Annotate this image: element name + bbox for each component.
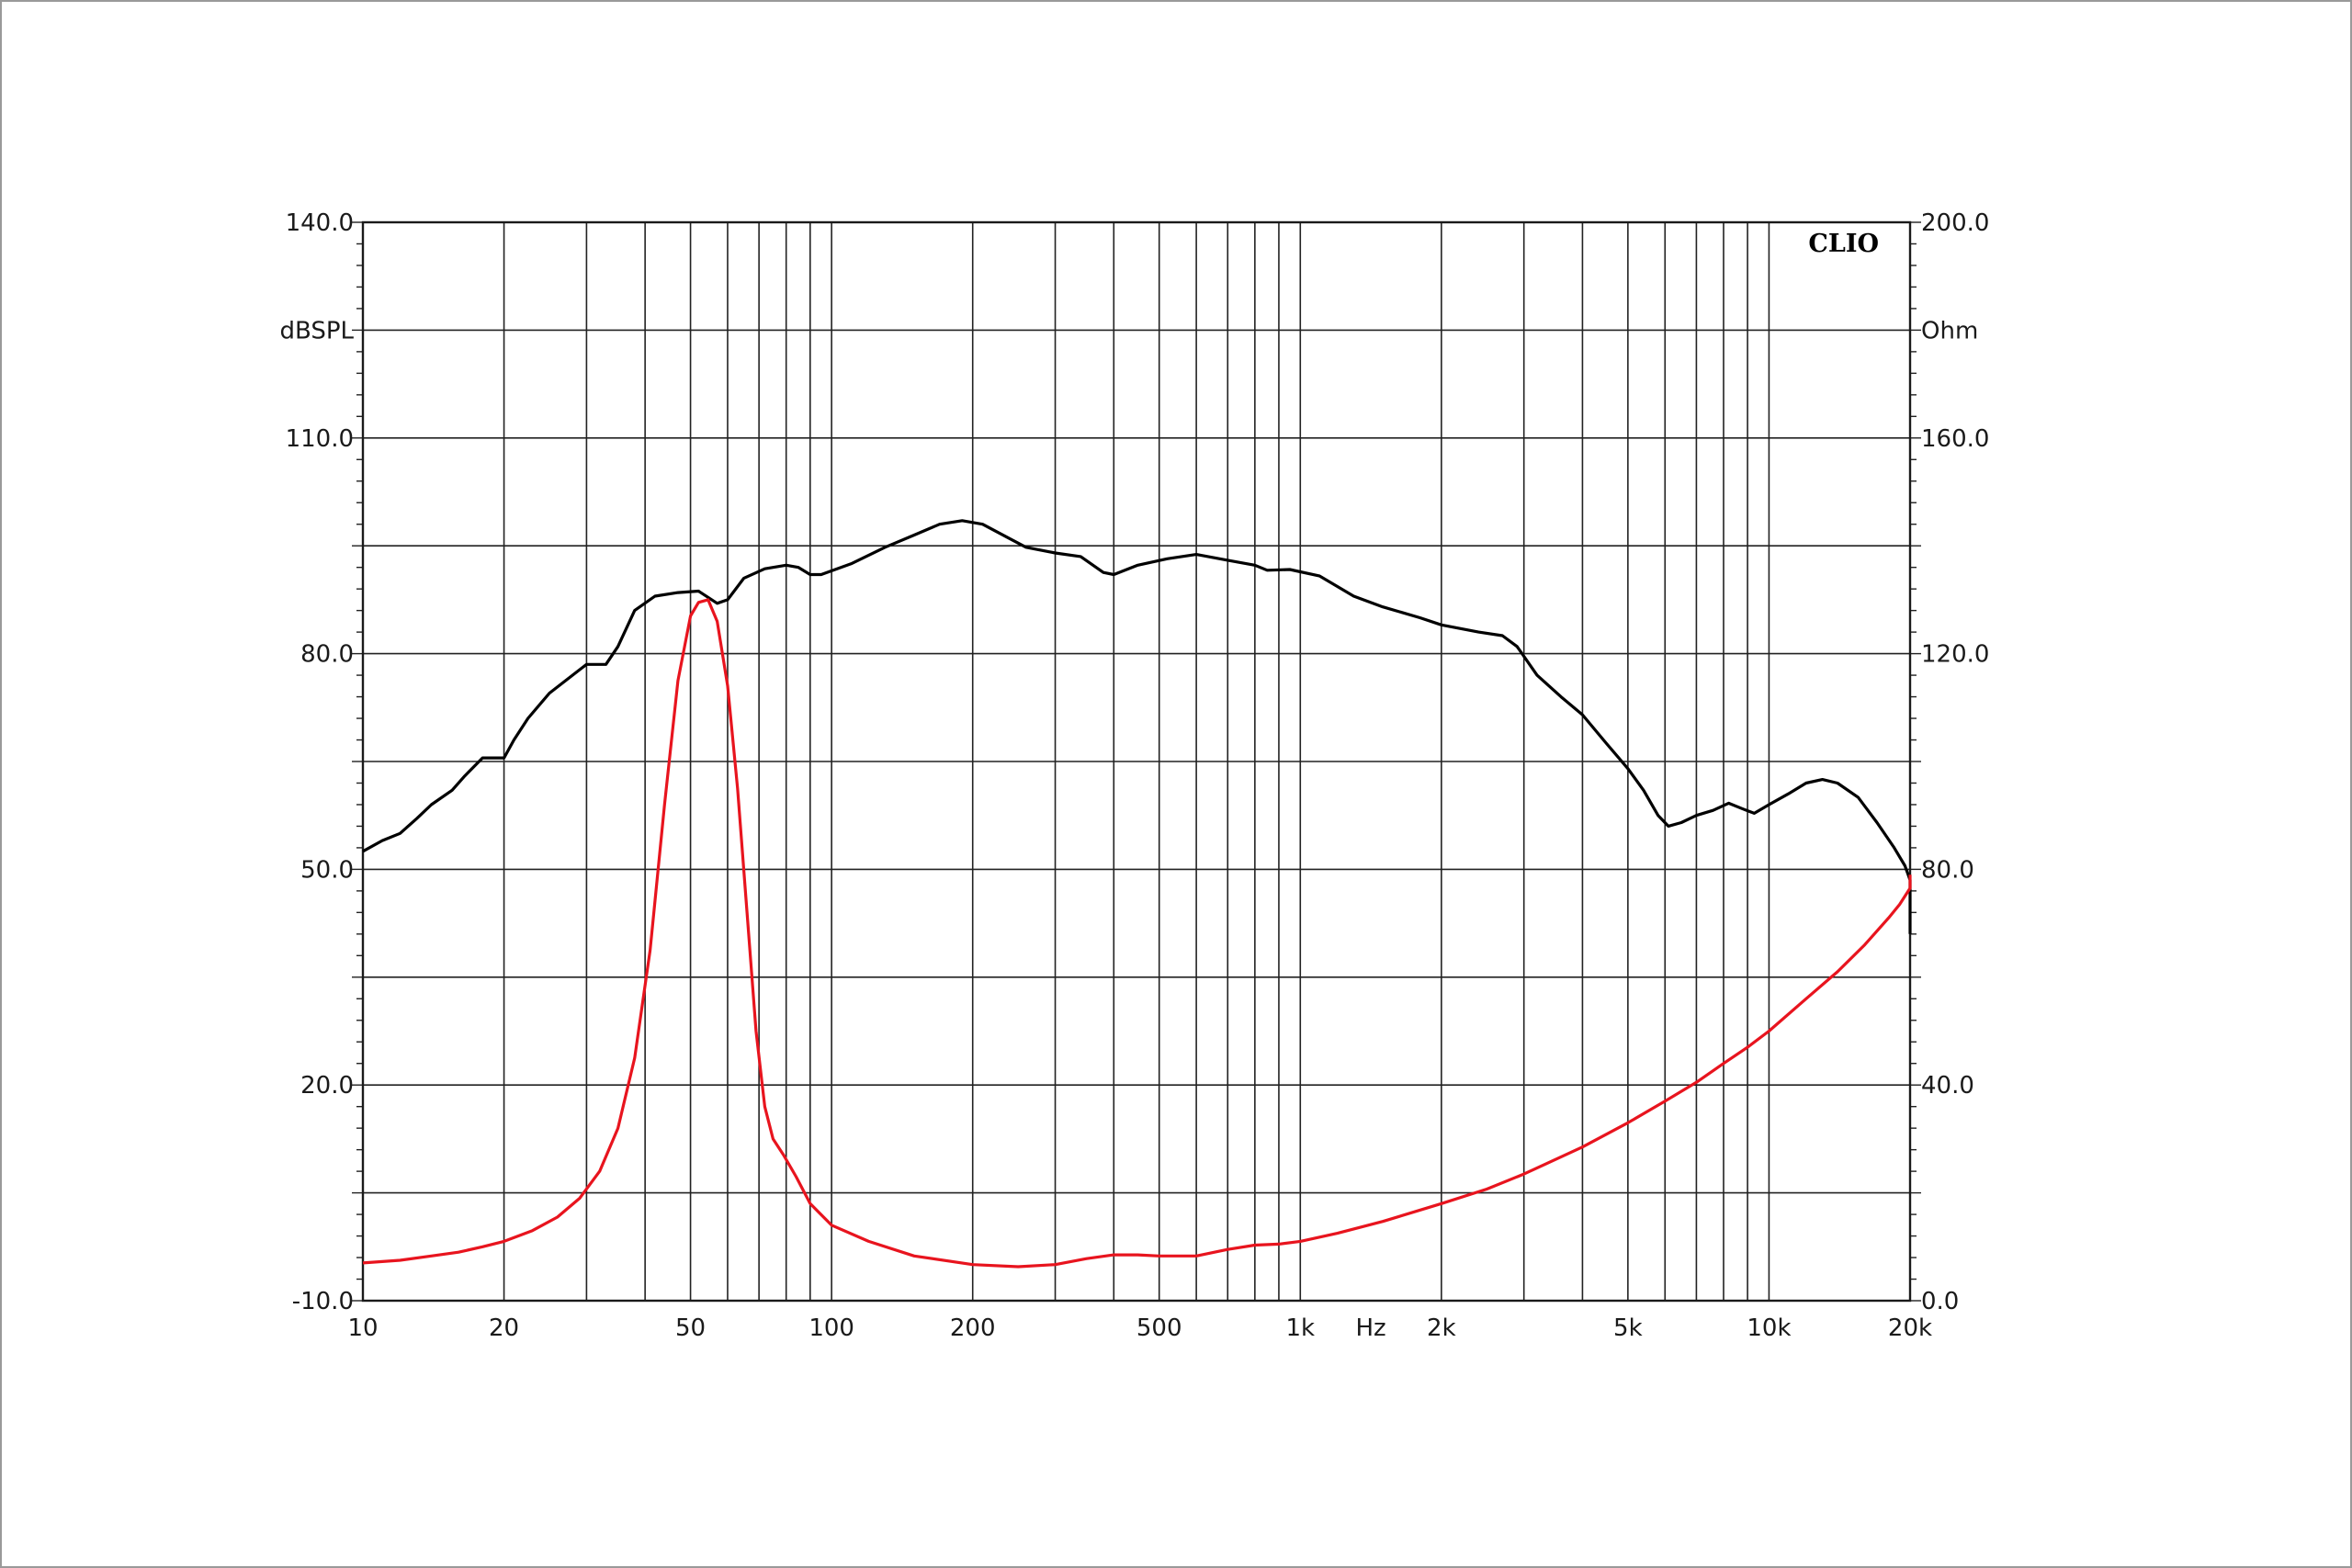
curves <box>362 519 1912 1269</box>
impedance-curve <box>362 598 1912 1269</box>
right-y-tick-label: 0.0 <box>1921 1288 1959 1315</box>
x-tick-labels: 10 20 50 100 200 500 1k 2k 5k 10k 20k <box>347 1314 1932 1342</box>
x-tick-label: 2k <box>1427 1314 1456 1342</box>
y-gridlines <box>363 329 1910 1194</box>
left-y-tick-label: 110.0 <box>286 425 354 453</box>
left-y-tick-labels: 140.0 110.0 80.0 50.0 20.0 -10.0 <box>286 209 354 1315</box>
left-axis-unit: dBSPL <box>279 317 354 344</box>
right-axis-unit: Ohm <box>1921 317 1978 344</box>
right-y-tick-label: 40.0 <box>1921 1072 1974 1100</box>
left-y-tick-label: 20.0 <box>300 1072 354 1100</box>
right-y-tick-label: 200.0 <box>1921 209 1989 237</box>
left-y-tick-label: -10.0 <box>292 1288 354 1315</box>
x-axis-unit: Hz <box>1355 1314 1385 1342</box>
right-y-tick-label: 160.0 <box>1921 425 1989 453</box>
x-tick-label: 200 <box>950 1314 996 1342</box>
right-y-tick-label: 80.0 <box>1921 856 1974 884</box>
x-tick-label: 1k <box>1285 1314 1315 1342</box>
x-tick-label: 10 <box>347 1314 378 1342</box>
left-y-tick-label: 50.0 <box>300 856 354 884</box>
plot-border <box>361 220 1912 1303</box>
left-y-tick-label: 80.0 <box>300 641 354 669</box>
right-y-tick-label: 120.0 <box>1921 641 1989 669</box>
x-tick-label: 20k <box>1888 1314 1932 1342</box>
left-y-tick-label: 140.0 <box>286 209 354 237</box>
x-tick-label: 20 <box>489 1314 519 1342</box>
clio-logo-text: CLIO <box>1808 230 1879 258</box>
x-tick-label: 10k <box>1747 1314 1791 1342</box>
x-tick-label: 100 <box>808 1314 854 1342</box>
x-tick-label: 50 <box>675 1314 706 1342</box>
spl-curve <box>362 519 1912 934</box>
right-y-tick-labels: 200.0 160.0 120.0 80.0 40.0 0.0 <box>1921 209 1989 1315</box>
x-gridlines <box>503 222 1770 1301</box>
x-tick-label: 500 <box>1136 1314 1182 1342</box>
x-tick-label: 5k <box>1613 1314 1643 1342</box>
